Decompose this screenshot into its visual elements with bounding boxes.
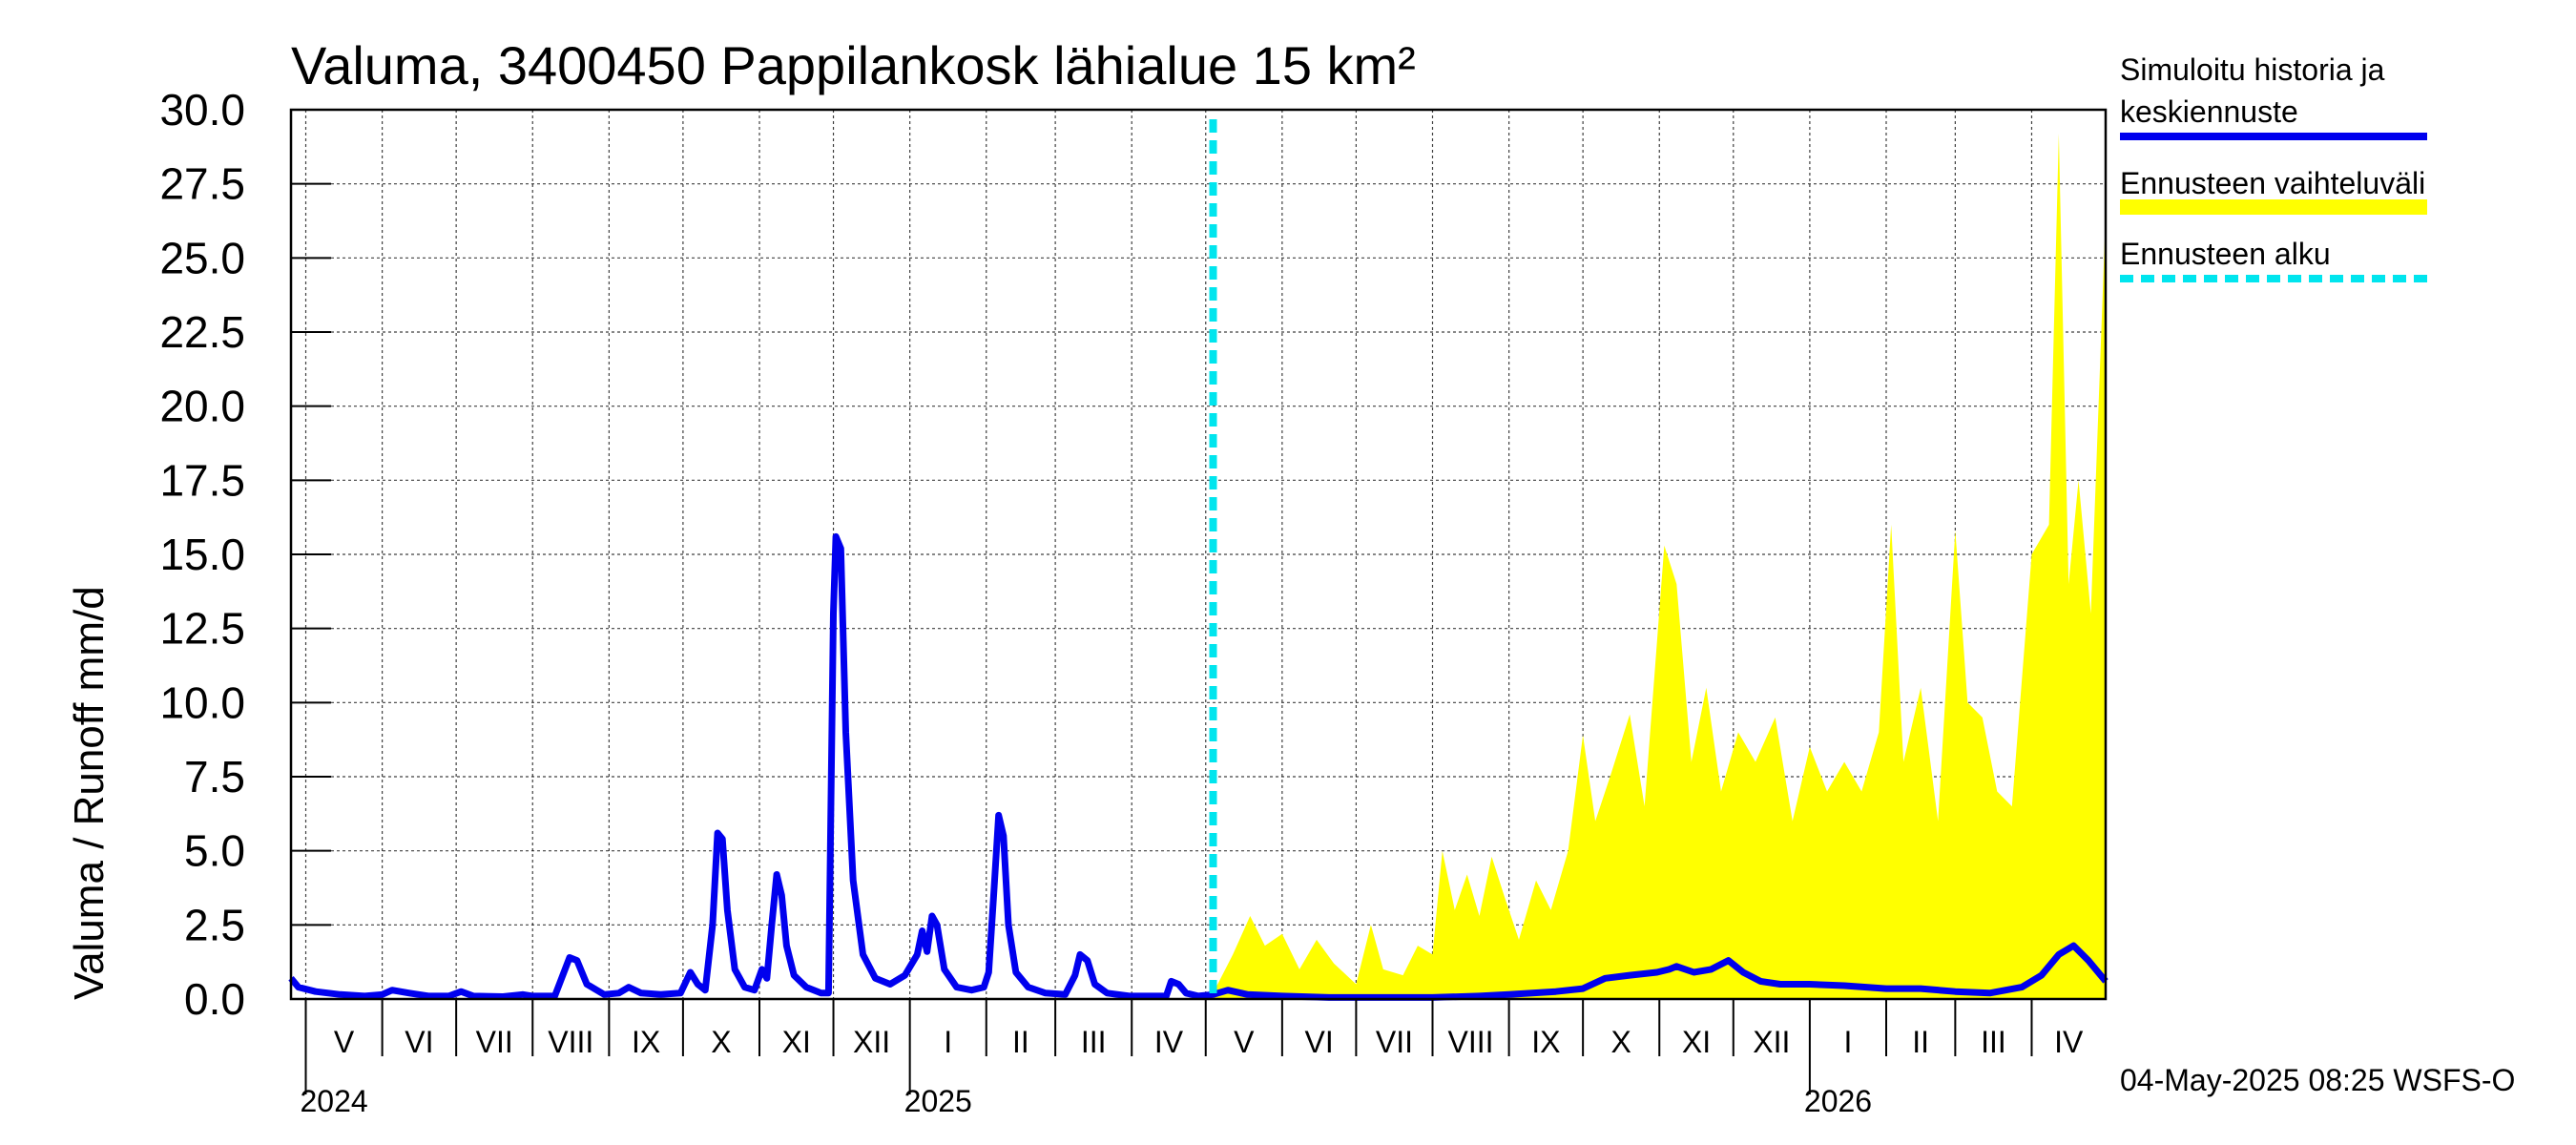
month-label: IV (2054, 1025, 2084, 1059)
y-tick-label: 25.0 (159, 233, 245, 282)
y-axis-label: Valuma / Runoff mm/d (66, 586, 113, 1000)
y-tick-label: 30.0 (159, 85, 245, 135)
month-label: VI (1305, 1025, 1334, 1059)
y-tick-label: 22.5 (159, 307, 245, 357)
legend-label: Ennusteen vaihteluväli (2120, 166, 2425, 200)
month-label: X (1611, 1025, 1631, 1059)
y-tick-label: 10.0 (159, 677, 245, 727)
year-label: 2025 (904, 1084, 972, 1118)
month-label: VII (1376, 1025, 1413, 1059)
month-label: IV (1154, 1025, 1184, 1059)
month-label: VII (476, 1025, 513, 1059)
y-tick-label: 15.0 (159, 530, 245, 579)
simulated-runoff-line (288, 532, 2109, 1001)
year-label: 2026 (1804, 1084, 1872, 1118)
y-axis-ticks: 0.0 2.5 5.0 7.5 10.0 12.5 15.0 17.5 20.0 22.5 25.0… (159, 85, 331, 1024)
month-label: III (1981, 1025, 2006, 1059)
legend-label: keskiennuste (2120, 94, 2298, 129)
forecast-range-area (1213, 133, 2106, 999)
y-tick-label: 27.5 (159, 159, 245, 209)
footer-timestamp: 04-May-2025 08:25 WSFS-O (2120, 1063, 2515, 1097)
month-label: I (1844, 1025, 1853, 1059)
month-label: I (944, 1025, 952, 1059)
month-label: VIII (1448, 1025, 1494, 1059)
y-tick-label: 5.0 (184, 826, 245, 876)
month-label: VI (405, 1025, 433, 1059)
legend-label: Simuloitu historia ja (2120, 52, 2385, 87)
month-label: XI (1682, 1025, 1711, 1059)
legend: Simuloitu historia ja keskiennuste Ennuste… (2120, 52, 2427, 282)
y-tick-label: 2.5 (184, 900, 245, 949)
simulated-runoff-series (288, 532, 2109, 1001)
y-tick-label: 20.0 (159, 382, 245, 431)
month-label: XII (853, 1025, 890, 1059)
chart-title: Valuma, 3400450 Pappilankosk lähialue 15… (291, 35, 1416, 95)
month-label: V (1234, 1025, 1255, 1059)
year-label: 2024 (301, 1084, 368, 1118)
month-label: IX (1531, 1025, 1560, 1059)
forecast-range-band (1213, 133, 2106, 999)
month-label: V (334, 1025, 355, 1059)
y-tick-label: 12.5 (159, 604, 245, 654)
month-label: XI (782, 1025, 811, 1059)
month-label: X (711, 1025, 731, 1059)
month-label: II (1012, 1025, 1029, 1059)
month-label: III (1081, 1025, 1107, 1059)
y-tick-label: 7.5 (184, 752, 245, 802)
y-tick-label: 17.5 (159, 455, 245, 505)
y-tick-label: 0.0 (184, 974, 245, 1024)
month-label: II (1912, 1025, 1929, 1059)
month-label: IX (632, 1025, 660, 1059)
legend-label: Ennusteen alku (2120, 237, 2331, 271)
month-label: VIII (548, 1025, 593, 1059)
month-label: XII (1753, 1025, 1790, 1059)
x-axis: V VI VII VIII IX X XI XII I II III IV V VI VII VIII IX X X… (301, 999, 2084, 1118)
